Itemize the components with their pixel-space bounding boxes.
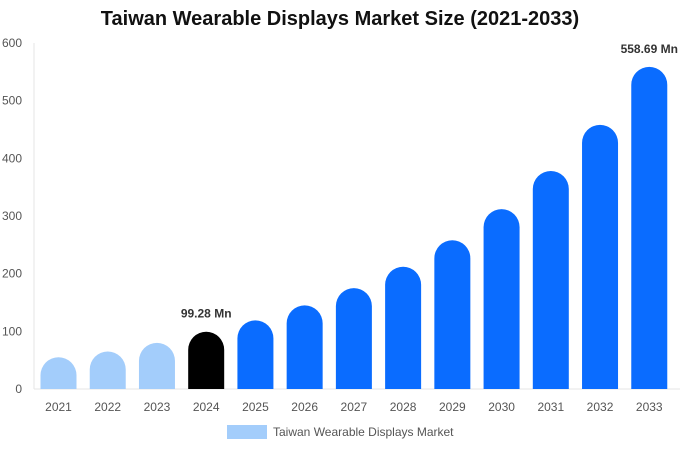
y-tick-label: 200	[2, 267, 22, 281]
bar-2028[interactable]	[385, 266, 422, 389]
labels-layer: 2021 2022 2023 2024 2025 2026 2027 2028 2029 2030…	[45, 42, 678, 414]
bars-layer	[40, 66, 668, 390]
data-label-2033: 558.69 Mn	[621, 42, 678, 56]
bar-2021[interactable]	[40, 357, 77, 389]
legend-label: Taiwan Wearable Displays Market	[273, 425, 454, 439]
chart-title: Taiwan Wearable Displays Market Size (20…	[100, 8, 580, 30]
x-tick-label: 2023	[144, 400, 171, 414]
x-tick-label: 2027	[341, 400, 368, 414]
bar-2031[interactable]	[532, 171, 569, 389]
bar-2027[interactable]	[335, 288, 372, 389]
x-tick-label: 2026	[291, 400, 318, 414]
bar-2025[interactable]	[237, 320, 274, 389]
data-label-2024: 99.28 Mn	[181, 307, 232, 321]
bar-2023[interactable]	[138, 342, 175, 389]
y-tick-label: 400	[2, 151, 22, 165]
bar-2032[interactable]	[582, 124, 619, 390]
x-tick-label: 2022	[94, 400, 121, 414]
y-tick-label: 600	[2, 36, 22, 50]
bar-2024[interactable]	[188, 331, 225, 389]
y-tick-label: 300	[2, 209, 22, 223]
y-tick-label: 0	[15, 382, 22, 396]
y-tick-label: 500	[2, 94, 22, 108]
legend-swatch	[227, 425, 267, 439]
x-tick-label: 2029	[439, 400, 466, 414]
x-tick-label: 2031	[537, 400, 564, 414]
x-tick-label: 2028	[390, 400, 417, 414]
x-tick-label: 2024	[193, 400, 220, 414]
bar-2030[interactable]	[483, 209, 520, 389]
bar-2022[interactable]	[89, 351, 126, 389]
legend[interactable]: Taiwan Wearable Displays Market	[227, 425, 454, 439]
x-tick-label: 2021	[45, 400, 72, 414]
bar-2033[interactable]	[631, 66, 668, 390]
x-tick-label: 2032	[587, 400, 614, 414]
bar-2029[interactable]	[434, 240, 471, 389]
y-tick-label: 100	[2, 324, 22, 338]
x-tick-label: 2030	[488, 400, 515, 414]
x-tick-label: 2033	[636, 400, 663, 414]
x-tick-label: 2025	[242, 400, 269, 414]
bar-2026[interactable]	[286, 305, 323, 389]
